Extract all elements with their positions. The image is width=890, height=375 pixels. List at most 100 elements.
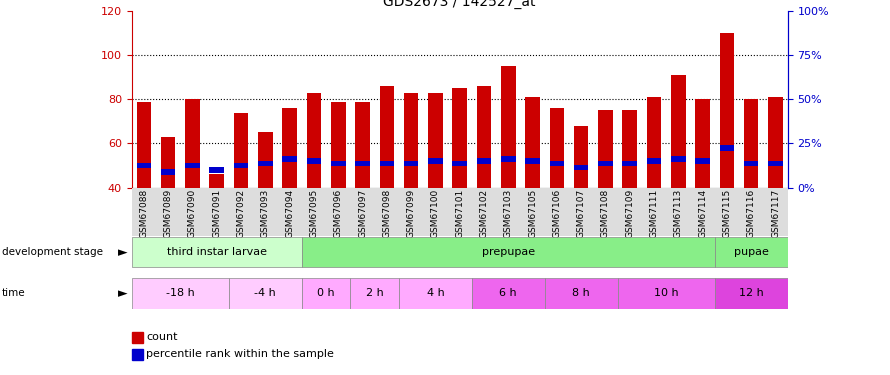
Bar — [715, 237, 788, 267]
Bar — [302, 237, 715, 267]
Bar — [379, 86, 394, 188]
Text: GSM67090: GSM67090 — [188, 189, 197, 238]
Bar — [720, 33, 734, 188]
Bar — [472, 278, 545, 309]
Bar — [671, 156, 685, 162]
Bar — [355, 160, 370, 166]
Text: -18 h: -18 h — [166, 288, 195, 298]
Text: GSM67097: GSM67097 — [358, 189, 367, 238]
Bar — [209, 174, 224, 188]
Bar — [428, 158, 442, 164]
Bar — [132, 237, 302, 267]
Bar — [355, 102, 370, 188]
Text: GSM67102: GSM67102 — [480, 189, 489, 238]
Bar — [404, 160, 418, 166]
Bar — [161, 137, 175, 188]
Bar — [477, 86, 491, 188]
Bar — [598, 110, 612, 188]
Bar — [399, 278, 472, 309]
Bar — [379, 160, 394, 166]
Text: GSM67095: GSM67095 — [310, 189, 319, 238]
Text: GSM67105: GSM67105 — [528, 189, 537, 238]
Text: GSM67092: GSM67092 — [237, 189, 246, 238]
Bar — [185, 163, 199, 168]
Text: GSM67115: GSM67115 — [723, 189, 732, 238]
Text: GSM67117: GSM67117 — [771, 189, 780, 238]
Text: GSM67114: GSM67114 — [698, 189, 708, 238]
Text: GSM67108: GSM67108 — [601, 189, 610, 238]
Text: GSM67103: GSM67103 — [504, 189, 513, 238]
Bar — [622, 110, 637, 188]
Bar — [331, 160, 345, 166]
Bar — [715, 278, 788, 309]
Bar — [307, 158, 321, 164]
Text: GSM67101: GSM67101 — [455, 189, 465, 238]
Text: third instar larvae: third instar larvae — [166, 247, 267, 257]
Bar — [501, 66, 515, 188]
Text: GSM67111: GSM67111 — [650, 189, 659, 238]
Bar — [744, 99, 758, 188]
Bar — [695, 99, 710, 188]
Bar — [132, 278, 229, 309]
Text: GSM67106: GSM67106 — [553, 189, 562, 238]
Bar — [351, 278, 399, 309]
Bar — [574, 126, 588, 188]
Text: GSM67099: GSM67099 — [407, 189, 416, 238]
Bar — [258, 160, 272, 166]
Text: prepupae: prepupae — [481, 247, 535, 257]
Text: 0 h: 0 h — [317, 288, 335, 298]
Text: GSM67088: GSM67088 — [140, 189, 149, 238]
Text: -4 h: -4 h — [255, 288, 276, 298]
Bar — [744, 160, 758, 166]
Bar — [302, 278, 351, 309]
Text: 10 h: 10 h — [654, 288, 678, 298]
Bar — [229, 278, 302, 309]
Text: GSM67093: GSM67093 — [261, 189, 270, 238]
Bar — [428, 93, 442, 188]
Bar — [768, 160, 783, 166]
Text: GSM67109: GSM67109 — [626, 189, 635, 238]
Text: GSM67089: GSM67089 — [164, 189, 173, 238]
Bar — [671, 75, 685, 188]
Bar — [209, 167, 224, 172]
Bar — [282, 156, 297, 162]
Text: GSM67096: GSM67096 — [334, 189, 343, 238]
Bar — [331, 102, 345, 188]
Bar — [525, 97, 540, 188]
Bar — [234, 112, 248, 188]
Text: GSM67107: GSM67107 — [577, 189, 586, 238]
Text: 2 h: 2 h — [366, 288, 384, 298]
Bar — [258, 132, 272, 188]
Bar — [452, 88, 467, 188]
Text: GSM67113: GSM67113 — [674, 189, 683, 238]
Bar — [695, 158, 710, 164]
Text: GSM67116: GSM67116 — [747, 189, 756, 238]
Bar — [477, 158, 491, 164]
Bar — [307, 93, 321, 188]
Text: percentile rank within the sample: percentile rank within the sample — [146, 350, 334, 359]
Text: count: count — [146, 333, 177, 342]
Text: 6 h: 6 h — [499, 288, 517, 298]
Text: GSM67094: GSM67094 — [285, 189, 294, 238]
Text: GSM67100: GSM67100 — [431, 189, 440, 238]
Bar — [618, 278, 715, 309]
Bar — [622, 160, 637, 166]
Text: ►: ► — [118, 246, 127, 259]
Bar — [574, 165, 588, 170]
Bar — [647, 97, 661, 188]
Bar — [525, 158, 540, 164]
Bar — [501, 156, 515, 162]
Bar — [598, 160, 612, 166]
Bar — [404, 93, 418, 188]
Bar — [545, 278, 618, 309]
Bar — [549, 108, 564, 188]
Bar — [452, 160, 467, 166]
Bar — [161, 170, 175, 175]
Bar — [136, 102, 151, 188]
Text: ►: ► — [118, 287, 127, 300]
Text: GSM67091: GSM67091 — [212, 189, 222, 238]
Bar — [136, 163, 151, 168]
Bar — [549, 160, 564, 166]
Title: GDS2673 / 142527_at: GDS2673 / 142527_at — [384, 0, 536, 9]
Bar — [647, 158, 661, 164]
